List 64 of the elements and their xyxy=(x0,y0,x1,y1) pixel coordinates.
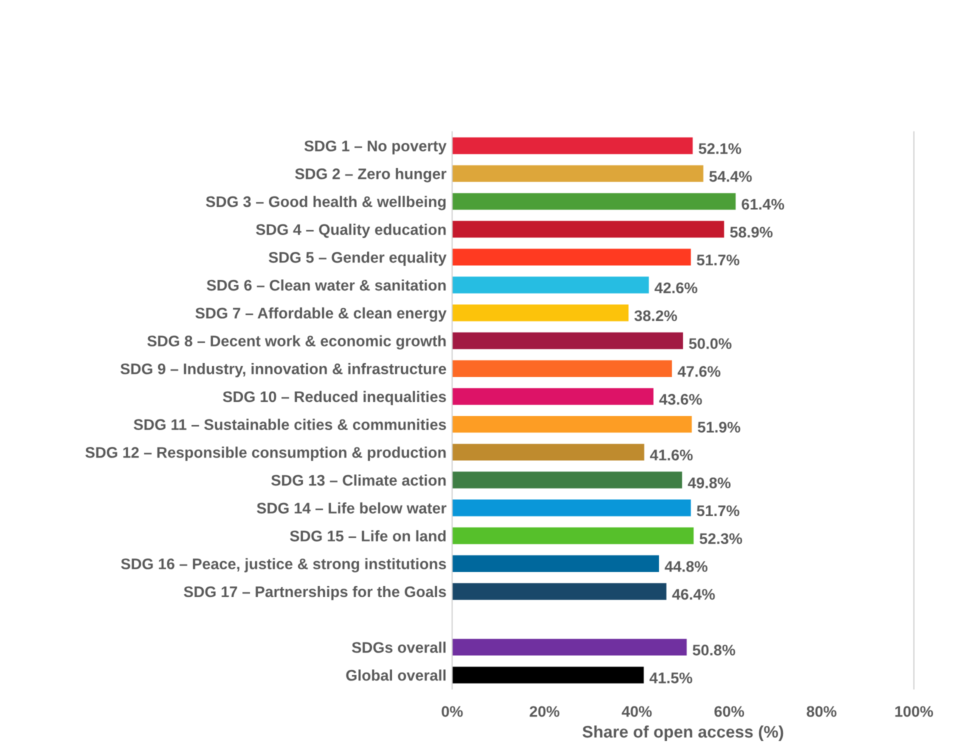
x-axis-title: Share of open access (%) xyxy=(582,725,784,741)
bar xyxy=(452,444,644,461)
data-label: 52.3% xyxy=(700,533,742,544)
data-label: 49.8% xyxy=(688,478,731,488)
bar xyxy=(452,137,693,154)
bar xyxy=(452,276,649,294)
y-tick-label: SDG 5 – Gender equality xyxy=(268,252,447,266)
bar xyxy=(452,388,654,405)
x-tick-label: 100% xyxy=(895,706,934,717)
y-tick-label: SDG 7 – Affordable & clean energy xyxy=(195,307,447,322)
y-tick-label: Global overall xyxy=(346,670,446,681)
bar xyxy=(452,527,694,544)
data-label: 54.4% xyxy=(709,171,752,182)
bar xyxy=(452,248,691,266)
y-tick-label: SDG 6 – Clean water & sanitation xyxy=(206,279,446,291)
data-label: 50.8% xyxy=(692,644,736,656)
y-tick-label: SDG 15 – Life on land xyxy=(290,530,446,542)
bar xyxy=(452,220,724,238)
data-label: 61.4% xyxy=(742,198,784,210)
y-tick-label: SDG 14 – Life below water xyxy=(256,502,446,514)
data-label: 38.2% xyxy=(634,310,677,322)
bar xyxy=(452,500,691,516)
x-tick-label: 20% xyxy=(530,706,560,717)
data-label: 44.8% xyxy=(664,561,708,572)
y-tick-label: SDG 3 – Good health & wellbeing xyxy=(206,196,446,210)
y-tick-label: SDG 8 – Decent work & economic growth xyxy=(147,335,446,350)
data-label: 50.0% xyxy=(689,338,732,350)
data-label: 43.6% xyxy=(659,394,702,405)
y-tick-label: SDG 10 – Reduced inequalities xyxy=(222,390,446,406)
data-label: 46.4% xyxy=(672,588,715,600)
bar xyxy=(452,583,666,600)
bar xyxy=(452,666,644,684)
data-label: 51.7% xyxy=(696,254,740,266)
y-tick-label: SDG 11 – Sustainable cities & communities xyxy=(134,418,446,430)
data-label: 58.9% xyxy=(730,226,773,238)
y-tick-label: SDG 16 – Peace, justice & strong institutions xyxy=(121,558,446,572)
bar xyxy=(452,360,672,377)
bar xyxy=(452,555,660,572)
x-tick-label: 80% xyxy=(806,706,836,717)
y-tick-label: SDGs overall xyxy=(352,642,446,653)
bar xyxy=(452,472,682,488)
data-label: 51.9% xyxy=(698,422,740,433)
bar xyxy=(452,332,684,350)
y-tick-label: SDG 12 – Responsible consumption & production xyxy=(85,446,446,461)
y-tick-label: SDG 2 – Zero hunger xyxy=(295,168,446,182)
bar xyxy=(452,638,687,656)
x-tick-label: 60% xyxy=(714,706,744,717)
data-label: 52.1% xyxy=(698,143,742,154)
data-label: 41.5% xyxy=(650,672,692,684)
y-tick-label: SDG 17 – Partnerships for the Goals xyxy=(184,586,446,600)
bar xyxy=(452,193,736,210)
data-label: 42.6% xyxy=(654,282,698,294)
bar xyxy=(452,416,692,433)
x-tick-label: 40% xyxy=(622,706,652,717)
y-tick-label: SDG 4 – Quality education xyxy=(256,224,446,238)
data-label: 51.7% xyxy=(696,505,740,516)
data-label: 41.6% xyxy=(650,450,693,460)
bar xyxy=(452,304,629,322)
bar xyxy=(452,165,704,182)
data-label: 47.6% xyxy=(678,366,720,377)
x-tick-label: 0% xyxy=(442,706,463,717)
y-tick-label: SDG 1 – No poverty xyxy=(304,140,447,154)
y-tick-label: SDG 9 – Industry, innovation & infrastructure xyxy=(120,363,446,378)
y-tick-label: SDG 13 – Climate action xyxy=(271,474,446,486)
